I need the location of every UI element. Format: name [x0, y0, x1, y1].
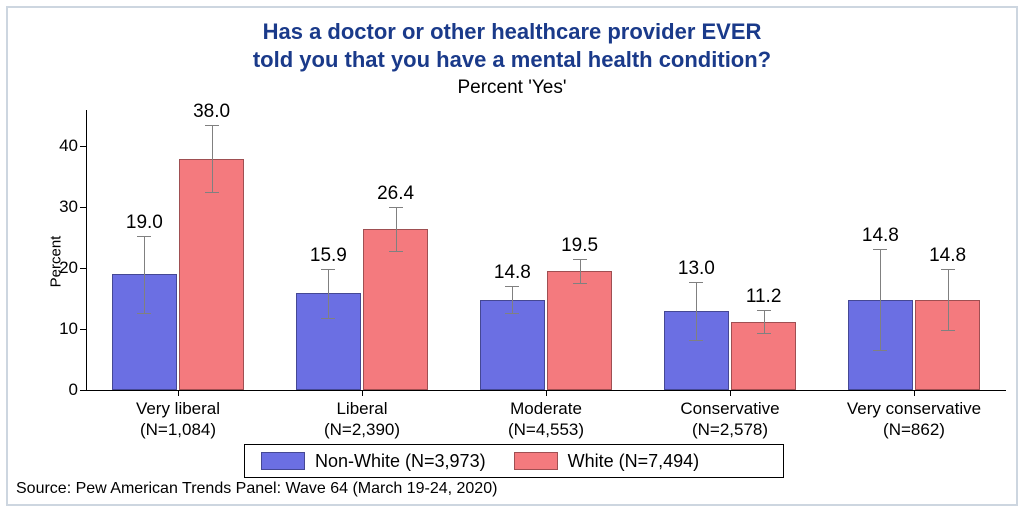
x-category-label: Moderate	[439, 398, 653, 419]
chart-title: Has a doctor or other healthcare provide…	[8, 18, 1016, 73]
bar	[363, 229, 428, 390]
x-category-n: (N=2,578)	[623, 419, 837, 440]
x-category: Moderate(N=4,553)	[439, 398, 653, 441]
error-cap	[205, 192, 219, 193]
error-cap	[941, 330, 955, 331]
error-bar	[696, 282, 697, 340]
error-bar	[948, 269, 949, 330]
bar-value-label: 14.8	[494, 262, 531, 284]
title-line-1: Has a doctor or other healthcare provide…	[263, 19, 762, 44]
x-category-n: (N=4,553)	[439, 419, 653, 440]
error-cap	[757, 310, 771, 311]
bar-value-label: 14.8	[929, 245, 966, 267]
x-category-label: Very liberal	[71, 398, 285, 419]
error-bar	[144, 236, 145, 313]
legend-swatch	[261, 452, 305, 470]
bar-value-label: 19.0	[126, 212, 163, 234]
x-tick	[730, 390, 731, 396]
y-tick-label: 30	[59, 197, 86, 217]
error-cap	[205, 125, 219, 126]
error-cap	[689, 340, 703, 341]
plot-area: Percent 010203040Very liberal(N=1,084)19…	[86, 116, 1006, 390]
x-tick	[178, 390, 179, 396]
error-cap	[321, 318, 335, 319]
y-tick-label: 20	[59, 258, 86, 278]
x-category: Very conservative(N=862)	[807, 398, 1021, 441]
chart-frame: Has a doctor or other healthcare provide…	[6, 6, 1018, 506]
bar-value-label: 26.4	[377, 183, 414, 205]
y-tick-label: 0	[69, 380, 86, 400]
error-cap	[757, 333, 771, 334]
bar-value-label: 15.9	[310, 245, 347, 267]
legend-label: Non-White (N=3,973)	[315, 451, 486, 472]
legend-label: White (N=7,494)	[568, 451, 700, 472]
error-cap	[573, 259, 587, 260]
error-cap	[873, 350, 887, 351]
x-category-n: (N=862)	[807, 419, 1021, 440]
x-tick	[914, 390, 915, 396]
x-category: Conservative(N=2,578)	[623, 398, 837, 441]
error-cap	[137, 313, 151, 314]
error-cap	[941, 269, 955, 270]
x-category-n: (N=1,084)	[71, 419, 285, 440]
legend-swatch	[514, 452, 558, 470]
source-text: Source: Pew American Trends Panel: Wave …	[16, 480, 497, 498]
error-cap	[689, 282, 703, 283]
bar	[179, 159, 244, 390]
error-cap	[389, 251, 403, 252]
x-category-label: Liberal	[255, 398, 469, 419]
error-cap	[873, 249, 887, 250]
legend-item: White (N=7,494)	[514, 451, 700, 472]
title-line-2: told you that you have a mental health c…	[253, 47, 771, 72]
error-bar	[880, 249, 881, 350]
x-category-label: Very conservative	[807, 398, 1021, 419]
error-cap	[389, 207, 403, 208]
legend-item: Non-White (N=3,973)	[261, 451, 486, 472]
error-bar	[512, 286, 513, 313]
error-bar	[212, 125, 213, 192]
error-cap	[505, 313, 519, 314]
error-bar	[580, 259, 581, 283]
x-category-n: (N=2,390)	[255, 419, 469, 440]
error-cap	[505, 286, 519, 287]
legend: Non-White (N=3,973) White (N=7,494)	[244, 444, 784, 478]
y-tick-label: 40	[59, 136, 86, 156]
error-bar	[764, 310, 765, 333]
chart-subtitle: Percent 'Yes'	[8, 77, 1016, 99]
error-cap	[137, 236, 151, 237]
error-bar	[396, 207, 397, 251]
y-axis	[86, 110, 87, 390]
x-category: Very liberal(N=1,084)	[71, 398, 285, 441]
error-cap	[573, 283, 587, 284]
x-category: Liberal(N=2,390)	[255, 398, 469, 441]
bar-value-label: 38.0	[193, 101, 230, 123]
x-tick	[546, 390, 547, 396]
bar-value-label: 14.8	[862, 225, 899, 247]
bar	[547, 271, 612, 390]
bar-value-label: 19.5	[561, 235, 598, 257]
x-tick	[362, 390, 363, 396]
bar-value-label: 11.2	[746, 286, 782, 308]
error-bar	[328, 269, 329, 318]
x-category-label: Conservative	[623, 398, 837, 419]
bar-value-label: 13.0	[678, 258, 715, 280]
y-tick-label: 10	[59, 319, 86, 339]
error-cap	[321, 269, 335, 270]
